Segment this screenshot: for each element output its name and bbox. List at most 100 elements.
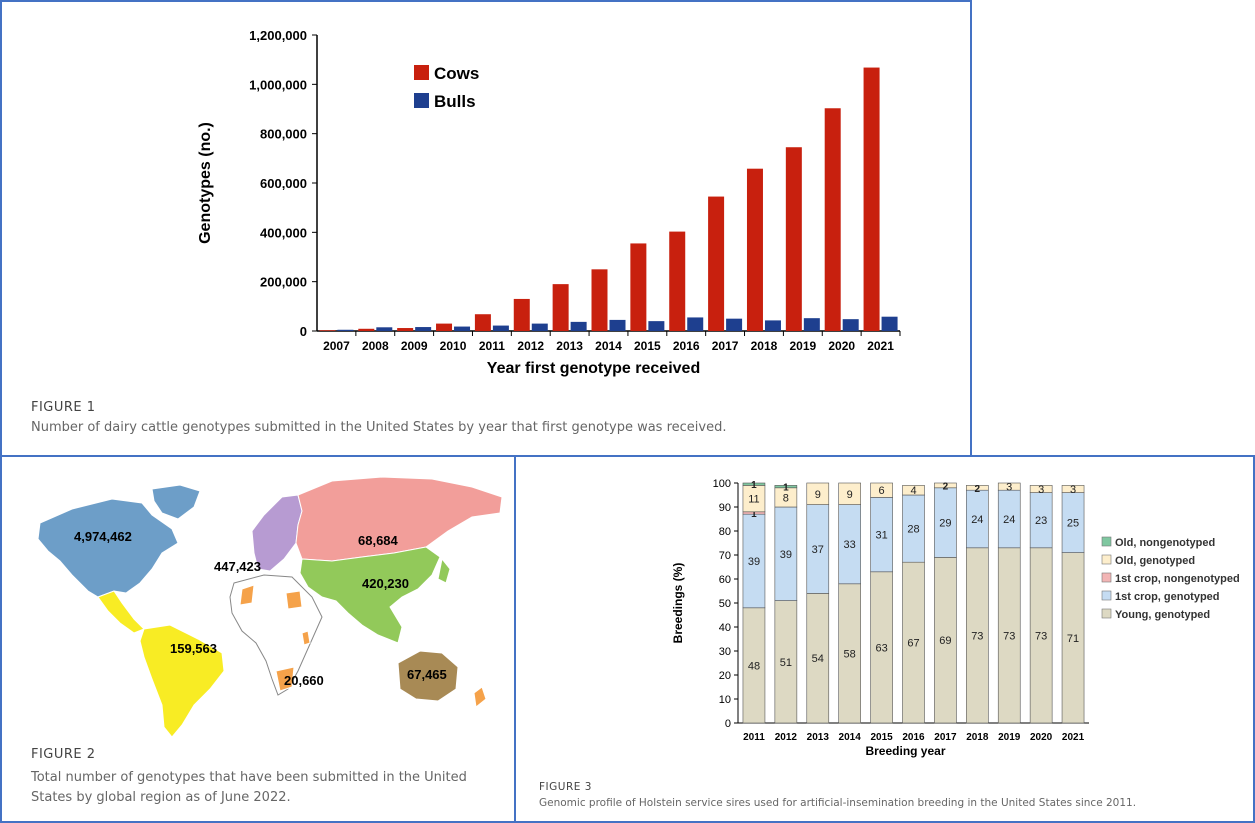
data-label: 2 [975,484,981,495]
bar-cows [552,284,569,331]
figure-3-chart: 0102030405060708090100201148391111201251… [671,478,1240,758]
x-tick-label: 2021 [867,339,894,353]
bar-bulls [764,320,781,331]
legend-swatch [1101,590,1112,601]
legend-swatch-cows [414,65,429,80]
y-tick-label: 60 [719,574,731,586]
region-value-africa: 20,660 [284,673,324,688]
y-tick-label: 40 [719,622,731,634]
data-label: 71 [1067,633,1079,645]
data-label: 4 [910,485,916,497]
bar-cows [785,147,802,331]
x-tick-label: 2015 [870,732,893,743]
region-value-oceania: 67,465 [407,667,447,682]
x-tick-label: 2017 [712,339,739,353]
bar-bulls [415,327,432,331]
stack-segment [1029,485,1053,493]
legend-swatch [1101,608,1112,619]
data-label: 24 [971,514,983,526]
new-zealand-shape [473,686,487,708]
north-america-shape [37,498,179,598]
y-tick-label: 100 [713,478,731,490]
bar-bulls [492,325,509,331]
x-tick-label: 2015 [634,339,661,353]
y-tick-label: 400,000 [260,225,307,240]
data-label: 24 [1003,514,1015,526]
bar-bulls [337,329,354,331]
x-tick-label: 2020 [1030,732,1053,743]
legend-label: 1st crop, nongenotyped [1115,573,1240,585]
y-tick-label: 800,000 [260,127,307,142]
stack-segment [966,485,989,491]
bar-cows [669,231,686,331]
bar-bulls [570,321,587,331]
data-label: 58 [844,648,856,660]
legend-label: Young, genotyped [1115,609,1210,621]
data-label: 39 [780,549,792,561]
bar-cows [513,298,530,331]
stack-segment [997,482,1021,491]
africa-north-east-shape [285,590,303,610]
data-label: 69 [939,635,951,647]
data-label: 9 [815,489,821,501]
y-tick-label: 70 [719,550,731,562]
x-tick-label: 2011 [743,732,765,743]
data-label: 51 [780,657,792,669]
stack-segment [1061,485,1085,493]
data-label: 67 [907,638,919,650]
y-tick-label: 1,000,000 [249,77,307,92]
bar-cows [591,269,608,331]
bar-bulls [726,318,743,331]
bar-bulls [531,323,548,331]
data-label: 73 [1035,630,1047,642]
bar-bulls [376,327,393,331]
x-tick-label: 2018 [751,339,778,353]
bar-cows [474,314,491,331]
bar-cows [746,168,763,331]
x-tick-label: 2007 [323,339,350,353]
x-tick-label: 2013 [556,339,583,353]
legend-label: Old, genotyped [1115,555,1195,567]
x-tick-label: 2020 [828,339,855,353]
data-label: 6 [879,485,885,497]
y-tick-label: 10 [719,694,731,706]
data-label: 23 [1035,515,1047,527]
figure-3-caption: Genomic profile of Holstein service sire… [539,797,1137,809]
africa-east-shape [301,630,311,646]
region-value-europe: 447,423 [214,559,261,574]
region-value-north-america: 4,974,462 [74,529,132,544]
x-tick-label: 2013 [807,732,830,743]
x-tick-label: 2010 [440,339,467,353]
russia-shape [295,476,503,562]
bar-bulls [687,317,704,331]
figure-2-caption: Total number of genotypes that have been… [31,770,467,805]
legend-swatch-bulls [414,93,429,108]
x-tick-label: 2009 [401,339,428,353]
data-label: 37 [812,544,824,556]
legend-swatch [1101,572,1112,583]
legend-label-cows: Cows [434,64,479,83]
y-tick-label: 90 [719,502,731,514]
data-label: 63 [875,642,887,654]
y-axis-label: Breedings (%) [671,563,685,644]
data-label: 48 [748,660,760,672]
x-tick-label: 2014 [595,339,622,353]
x-tick-label: 2016 [673,339,700,353]
data-label: 3 [1006,482,1012,494]
region-value-russia: 68,684 [358,533,399,548]
bar-cows [397,328,414,331]
y-tick-label: 0 [725,718,731,730]
figure-3-label: FIGURE 3 [539,781,592,793]
bar-cows [708,196,725,331]
bar-cows [358,328,375,331]
stack-segment [806,482,830,505]
region-value-asia: 420,230 [362,576,409,591]
data-label: 9 [847,489,853,501]
stack-segment [934,482,957,489]
south-america-shape [139,624,225,738]
data-label: 1 [751,480,757,491]
legend-swatch [1101,554,1112,565]
bar-bulls [609,319,626,331]
data-label: 25 [1067,518,1079,530]
data-label: 54 [812,653,824,665]
